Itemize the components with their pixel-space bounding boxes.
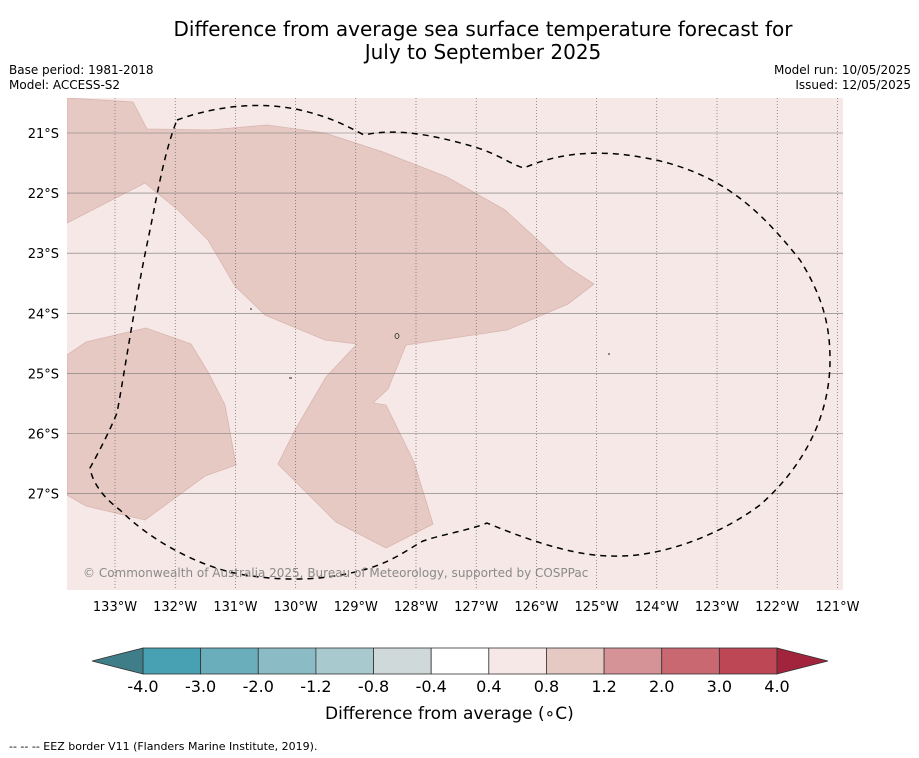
longitude-tick-label: 124°W [635, 600, 679, 615]
colorbar-swatch [142, 647, 202, 675]
colorbar-tick-label: -2.0 [243, 677, 274, 696]
latitude-tick-label: 24°S [28, 307, 59, 322]
colorbar-tick-label: -4.0 [127, 677, 158, 696]
colorbar-tick-label: 0.4 [476, 677, 501, 696]
model-run-text: Model run: 10/05/2025 [773, 63, 911, 77]
anomaly-region-southwest [67, 327, 237, 521]
model-text: Model: ACCESS-S2 [9, 78, 121, 92]
map-title: Difference from average sea surface temp… [173, 17, 793, 64]
longitude-tick-label: 126°W [514, 600, 558, 615]
eez-border [89, 104, 831, 580]
anomaly-region-west [67, 98, 595, 549]
map-grid [67, 98, 843, 590]
longitude-tick-label: 122°W [755, 600, 799, 615]
colorbar-swatch [546, 647, 605, 675]
colorbar-label: Difference from average (∘C) [325, 704, 574, 724]
colorbar-low-extension [91, 647, 144, 675]
colorbar-tick-label: 1.2 [591, 677, 616, 696]
meta-left: Base period: 1981-2018 Model: ACCESS-S2 [9, 63, 154, 93]
colorbar-tick-label: 4.0 [764, 677, 789, 696]
sst-anomaly-map: 21°S22°S23°S24°S25°S26°S27°S 133°W 132°W 1… [28, 98, 860, 615]
colorbar-tick-labels: -4.0 -3.0 -2.0 -1.2 -0.8 -0.4 0.4 0.8 1.2 2.0 3.0 4… [127, 677, 789, 696]
colorbar-swatch [200, 647, 259, 675]
issued-text: Issued: 12/05/2025 [795, 78, 911, 92]
colorbar-high-extension [776, 647, 829, 675]
colorbar-tick-label: 2.0 [649, 677, 674, 696]
longitude-tick-label: 125°W [575, 600, 619, 615]
colorbar-tick-label: -3.0 [185, 677, 216, 696]
colorbar-swatch [488, 647, 547, 675]
meta-right: Model run: 10/05/2025 Issued: 12/05/2025 [774, 63, 911, 93]
latitude-labels: 21°S 22°S 23°S 24°S 25°S 26°S 27°S [28, 127, 59, 503]
island-marker [394, 333, 400, 339]
colorbar-swatch [718, 647, 778, 675]
longitude-tick-label: 129°W [334, 600, 378, 615]
longitude-tick-label: 130°W [274, 600, 318, 615]
longitude-tick-label: 133°W [93, 600, 137, 615]
latitude-tick-label: 27°S [28, 488, 59, 503]
longitude-tick-label: 131°W [213, 600, 257, 615]
colorbar-tick-label: 3.0 [707, 677, 732, 696]
latitude-tick-label: 22°S [28, 187, 59, 202]
colorbar-swatch [373, 647, 432, 675]
latitude-tick-label: 21°S [28, 127, 59, 142]
longitude-tick-label: 121°W [815, 600, 859, 615]
colorbar-tick-label: -0.8 [358, 677, 389, 696]
anomaly-regions [67, 98, 595, 549]
longitude-labels: 133°W 132°W 131°W 130°W 129°W 128°W 127°W 126°W… [93, 600, 860, 615]
latitude-tick-label: 25°S [28, 367, 59, 382]
islands [250, 308, 610, 379]
colorbar: -4.0 -3.0 -2.0 -1.2 -0.8 -0.4 0.4 0.8 1.2 2.0 3.0 4… [91, 647, 829, 696]
colorbar-swatch [603, 647, 663, 675]
colorbar-tick-label: -0.4 [416, 677, 447, 696]
latitude-tick-label: 23°S [28, 247, 59, 262]
colorbar-boxes [142, 647, 778, 675]
colorbar-swatch [430, 647, 490, 675]
copyright-text: © Commonwealth of Australia 2025, Bureau… [83, 566, 588, 580]
longitude-tick-label: 128°W [394, 600, 438, 615]
colorbar-tick-label: -1.2 [300, 677, 331, 696]
longitude-tick-label: 127°W [454, 600, 498, 615]
longitude-tick-label: 123°W [695, 600, 739, 615]
colorbar-swatch [661, 647, 720, 675]
longitude-tick-label: 132°W [153, 600, 197, 615]
eez-footnote: -- -- -- EEZ border V11 (Flanders Marine… [9, 740, 318, 753]
colorbar-swatch [257, 647, 317, 675]
latitude-tick-label: 26°S [28, 428, 59, 443]
base-period-text: Base period: 1981-2018 [9, 63, 154, 77]
colorbar-tick-label: 0.8 [534, 677, 559, 696]
colorbar-swatch [315, 647, 374, 675]
